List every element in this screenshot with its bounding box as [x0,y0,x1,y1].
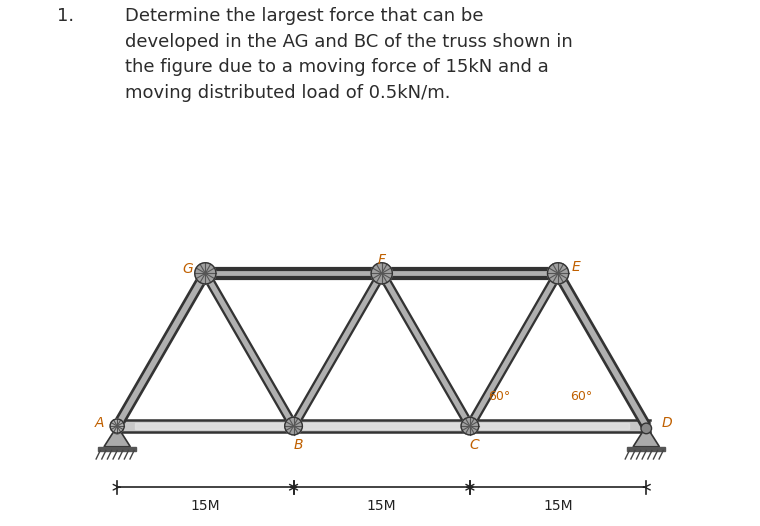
Polygon shape [104,426,131,447]
Text: 15M: 15M [191,499,220,513]
Circle shape [195,263,216,284]
Text: 60°: 60° [571,390,593,403]
Polygon shape [202,271,297,428]
Polygon shape [628,447,665,450]
Polygon shape [114,420,650,432]
Polygon shape [382,269,558,278]
Text: 60°: 60° [488,390,511,403]
Text: 15M: 15M [367,499,397,513]
Circle shape [371,263,392,284]
Circle shape [110,419,124,433]
Polygon shape [98,447,136,450]
Text: E: E [572,260,580,275]
Circle shape [285,417,302,435]
Polygon shape [467,271,562,428]
Text: 1.: 1. [57,7,74,25]
Text: Determine the largest force that can be
developed in the AG and BC of the truss : Determine the largest force that can be … [125,7,573,102]
Polygon shape [113,271,209,428]
Polygon shape [378,271,473,428]
Text: F: F [378,254,386,267]
Text: C: C [470,438,480,452]
Text: 15M: 15M [543,499,573,513]
Text: B: B [293,438,303,452]
Polygon shape [135,423,629,429]
Circle shape [641,423,651,434]
Circle shape [112,423,122,434]
Text: G: G [182,261,193,276]
Polygon shape [290,271,385,428]
Circle shape [547,263,568,284]
Polygon shape [205,269,382,278]
Text: A: A [95,416,104,430]
Polygon shape [555,271,650,428]
Polygon shape [633,426,660,447]
Text: D: D [662,416,673,430]
Circle shape [461,417,479,435]
